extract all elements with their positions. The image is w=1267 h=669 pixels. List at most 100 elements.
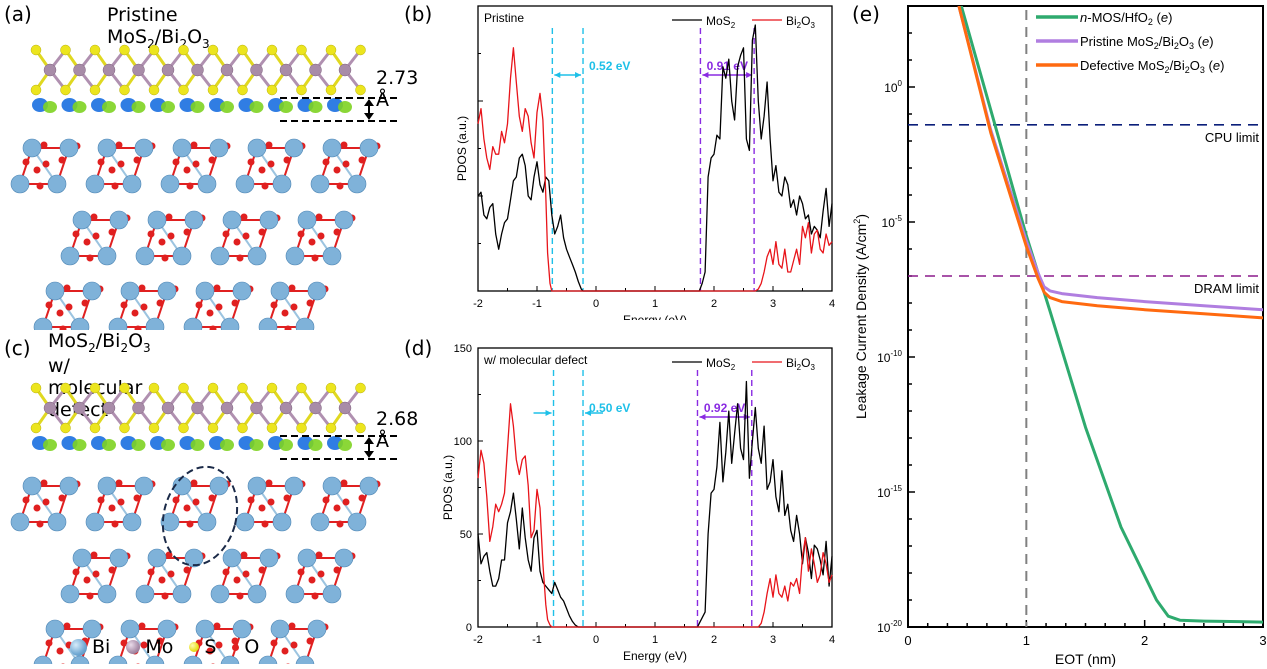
legend-label-bi2o3: Bi2O3 [786, 14, 815, 30]
bi-atom [147, 548, 167, 568]
series-line-orange [957, 6, 1263, 320]
arrow-head [575, 72, 582, 78]
bi-atom [284, 138, 304, 158]
title-sub: 3 [202, 36, 210, 51]
o-atom [115, 141, 123, 149]
o-atom [183, 166, 191, 174]
o-atom [265, 479, 273, 487]
panel-a-title: Pristine MoS2/Bi2O3 [107, 4, 210, 51]
bi-atom [97, 138, 117, 158]
x-tick-label: 1 [652, 298, 658, 310]
o-atom [81, 299, 89, 307]
mo-atom [279, 401, 293, 415]
bi-atom [33, 317, 53, 330]
legend-text: n [1080, 10, 1087, 25]
bi-atom [307, 619, 327, 639]
bi-atom [72, 210, 92, 230]
o-atom [267, 498, 275, 506]
o-atom [261, 182, 269, 190]
s-atom [237, 422, 248, 434]
o-atom [58, 156, 66, 164]
mo-atom [338, 63, 352, 77]
bi-atom [145, 317, 165, 330]
o-atom [342, 498, 350, 506]
bi-atom [284, 476, 304, 496]
arrow-head [554, 72, 561, 78]
bi-atom [220, 655, 240, 664]
bi-atom [272, 512, 292, 532]
atom-symbol: S [204, 636, 217, 658]
mo-atom [132, 401, 145, 415]
charge-accumulation-blob [308, 439, 323, 451]
o-atom [111, 520, 119, 528]
o-atom [311, 592, 319, 600]
bi-atom [295, 655, 315, 664]
s-atom [119, 382, 130, 394]
bi-atom [197, 174, 217, 194]
bi-atom [232, 281, 252, 301]
legend-label: Pristine MoS2/Bi2O3 (e) [1080, 34, 1214, 51]
x-tick-label: 0 [593, 634, 599, 646]
atom-legend-item: Bi [70, 636, 110, 658]
o-atom [172, 158, 180, 166]
bi-atom [195, 281, 215, 301]
y-tick-label: 10-10 [877, 349, 902, 365]
bi-atom [109, 210, 129, 230]
bi-atom [59, 476, 79, 496]
s-atom [119, 84, 130, 96]
bond [117, 628, 169, 664]
charge-accumulation-blob [72, 101, 87, 113]
bi-atom [10, 512, 30, 532]
atom-symbol: Bi [92, 636, 111, 658]
bond [42, 628, 94, 664]
bi-atom [195, 619, 215, 639]
x-tick-label: 2 [711, 298, 717, 310]
o-atom [165, 551, 173, 559]
o-atom [265, 141, 273, 149]
o-atom [340, 479, 348, 487]
s-atom [119, 44, 130, 56]
arrow-head [746, 72, 753, 78]
o-atom [42, 160, 50, 168]
s-atom [325, 422, 337, 434]
arrow-head [545, 410, 552, 416]
structure-defect [10, 382, 400, 664]
o-atom [108, 566, 116, 574]
mo-atom [73, 401, 86, 415]
o-atom [140, 303, 148, 311]
bi-atom [247, 138, 267, 158]
y-axis-label: PDOS (a.u.) [455, 116, 469, 181]
s-atom [207, 84, 219, 96]
bi-atom [72, 548, 92, 568]
o-atom [161, 254, 169, 262]
o-atom [233, 576, 241, 584]
limit-label: DRAM limit [1194, 281, 1259, 296]
gap-value-label: 0.50 eV [589, 401, 630, 415]
bi-atom [70, 317, 90, 330]
o-atom [213, 284, 221, 292]
bi-atom [222, 210, 242, 230]
bi-atom [322, 476, 342, 496]
bi-atom [108, 317, 128, 330]
legend-text: ( [1205, 58, 1214, 73]
subscript: 3 [1200, 65, 1205, 75]
mo-atom [220, 401, 234, 415]
o-atom [190, 141, 198, 149]
o-atom [33, 504, 41, 512]
bi-atom [359, 138, 379, 158]
atom-legend-item: O [232, 636, 259, 658]
s-atom [30, 44, 42, 56]
o-atom [90, 551, 98, 559]
o-atom [281, 309, 289, 317]
bi-atom [347, 174, 367, 194]
o-atom [258, 504, 266, 512]
bi-atom [310, 174, 330, 194]
o-atom [22, 496, 30, 504]
bond [267, 628, 319, 664]
subscript: 2 [731, 363, 736, 372]
subscript: 2 [797, 21, 802, 30]
o-atom [40, 479, 48, 487]
bi-atom [183, 317, 203, 330]
x-tick-label: 3 [1259, 633, 1266, 648]
o-atom [258, 166, 266, 174]
